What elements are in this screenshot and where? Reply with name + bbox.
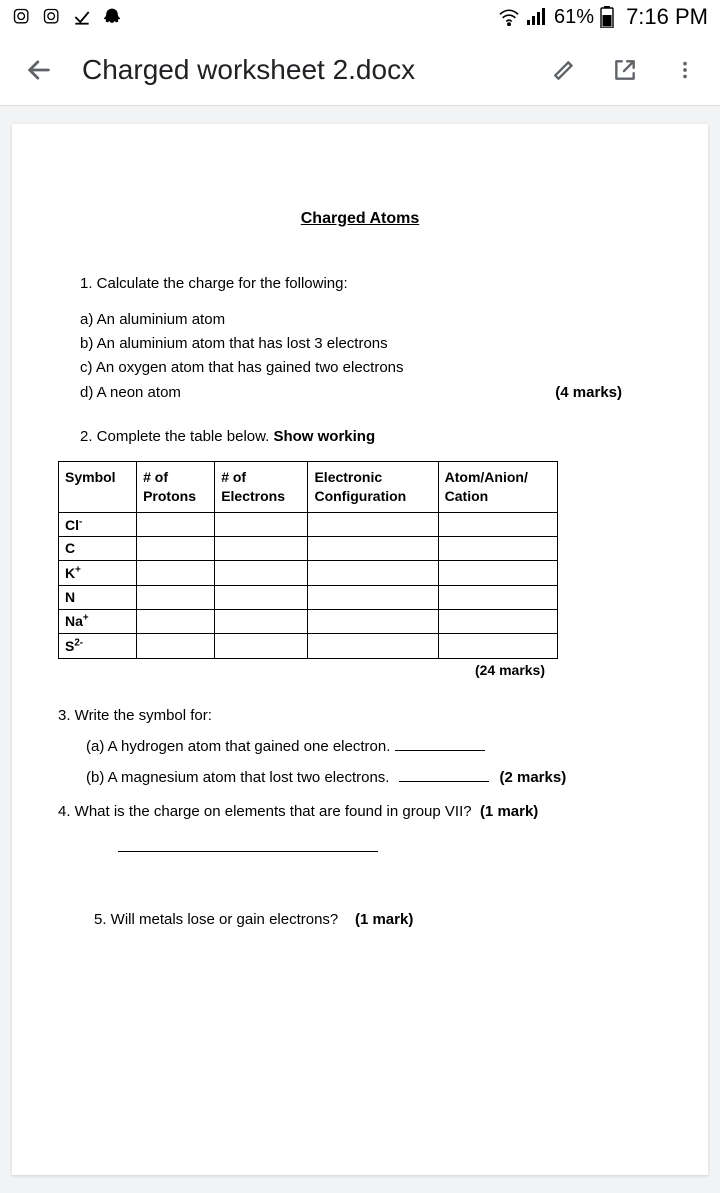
- q5-marks: (1 mark): [355, 911, 413, 928]
- cell-empty: [215, 634, 308, 659]
- q3-b: (b) A magnesium atom that lost two elect…: [86, 768, 389, 788]
- cell-empty: [137, 634, 215, 659]
- cell-empty: [438, 512, 557, 537]
- blank-line: [118, 837, 378, 852]
- q5-row: 5. Will metals lose or gain electrons? (…: [94, 910, 662, 930]
- status-right: 61% 7:16 PM: [498, 4, 708, 30]
- table-row: S2-: [59, 634, 558, 659]
- q1-a: a) An aluminium atom: [80, 310, 662, 330]
- cell-empty: [438, 585, 557, 609]
- cell-empty: [308, 561, 438, 586]
- q3-marks: (2 marks): [499, 768, 566, 788]
- th-config: ElectronicConfiguration: [308, 462, 438, 513]
- cell-empty: [137, 609, 215, 634]
- cell-empty: [215, 585, 308, 609]
- q3-b-row: (b) A magnesium atom that lost two elect…: [86, 767, 662, 788]
- status-bar: 61% 7:16 PM: [0, 0, 720, 34]
- q3-a-row: (a) A hydrogen atom that gained one elec…: [86, 736, 662, 757]
- battery-percent: 61%: [554, 6, 594, 29]
- battery-icon: [600, 6, 614, 28]
- ghost-icon: [102, 7, 122, 27]
- document-title: Charged worksheet 2.docx: [82, 54, 544, 86]
- cell-empty: [438, 537, 557, 561]
- q1-marks: (4 marks): [555, 383, 662, 403]
- cell-symbol: C: [59, 537, 137, 561]
- q2-prompt: 2. Complete the table below. Show workin…: [80, 427, 662, 447]
- signal-icon: [526, 8, 546, 26]
- page-background: Charged Atoms 1. Calculate the charge fo…: [0, 106, 720, 1193]
- table-row: Cl-: [59, 512, 558, 537]
- more-button[interactable]: [664, 49, 706, 91]
- cell-empty: [137, 537, 215, 561]
- cell-symbol: N: [59, 585, 137, 609]
- cell-empty: [308, 634, 438, 659]
- cell-empty: [308, 585, 438, 609]
- th-electrons: # ofElectrons: [215, 462, 308, 513]
- document-page: Charged Atoms 1. Calculate the charge fo…: [12, 124, 708, 1175]
- status-left-icons: [12, 7, 122, 27]
- q4-row: 4. What is the charge on elements that a…: [58, 802, 662, 822]
- q1-d-row: d) A neon atom (4 marks): [80, 383, 662, 403]
- wifi-icon: [498, 8, 520, 26]
- table-row: K+: [59, 561, 558, 586]
- q1-b: b) An aluminium atom that has lost 3 ele…: [80, 334, 662, 354]
- blank-line: [395, 736, 485, 751]
- cell-empty: [137, 585, 215, 609]
- q2-marks: (24 marks): [358, 661, 662, 680]
- cell-empty: [215, 561, 308, 586]
- cell-empty: [215, 537, 308, 561]
- q4-text: 4. What is the charge on elements that a…: [58, 803, 472, 820]
- cell-empty: [308, 512, 438, 537]
- cell-empty: [215, 609, 308, 634]
- table-row: N: [59, 585, 558, 609]
- cell-empty: [215, 512, 308, 537]
- worksheet-table: Symbol # ofProtons # ofElectrons Electro…: [58, 461, 558, 659]
- open-external-button[interactable]: [604, 49, 646, 91]
- doc-heading: Charged Atoms: [58, 208, 662, 230]
- cell-empty: [438, 609, 557, 634]
- camera-outline-icon: [42, 7, 62, 27]
- cell-empty: [308, 609, 438, 634]
- camera-outline-icon: [12, 7, 32, 27]
- th-type: Atom/Anion/Cation: [438, 462, 557, 513]
- table-header-row: Symbol # ofProtons # ofElectrons Electro…: [59, 462, 558, 513]
- blank-line: [399, 767, 489, 782]
- app-bar: Charged worksheet 2.docx: [0, 34, 720, 106]
- table-row: Na+: [59, 609, 558, 634]
- q2-prompt-bold: Show working: [273, 428, 375, 445]
- q1-d: d) A neon atom: [80, 383, 555, 403]
- back-button[interactable]: [18, 49, 60, 91]
- clock-time: 7:16 PM: [626, 4, 708, 30]
- table-row: C: [59, 537, 558, 561]
- edit-button[interactable]: [544, 49, 586, 91]
- cell-empty: [137, 512, 215, 537]
- th-symbol: Symbol: [59, 462, 137, 513]
- cell-empty: [308, 537, 438, 561]
- q1-prompt: 1. Calculate the charge for the followin…: [80, 274, 662, 294]
- q2-prompt-text: 2. Complete the table below.: [80, 428, 273, 445]
- checkmark-icon: [72, 7, 92, 27]
- cell-empty: [438, 634, 557, 659]
- cell-empty: [438, 561, 557, 586]
- q3-a: (a) A hydrogen atom that gained one elec…: [86, 738, 390, 755]
- q4-marks: (1 mark): [480, 803, 538, 820]
- th-protons: # ofProtons: [137, 462, 215, 513]
- cell-empty: [137, 561, 215, 586]
- q3-prompt: 3. Write the symbol for:: [58, 706, 662, 726]
- q5-text: 5. Will metals lose or gain electrons?: [94, 911, 338, 928]
- cell-symbol: Cl-: [59, 512, 137, 537]
- cell-symbol: K+: [59, 561, 137, 586]
- cell-symbol: Na+: [59, 609, 137, 634]
- q1-c: c) An oxygen atom that has gained two el…: [80, 358, 662, 378]
- cell-symbol: S2-: [59, 634, 137, 659]
